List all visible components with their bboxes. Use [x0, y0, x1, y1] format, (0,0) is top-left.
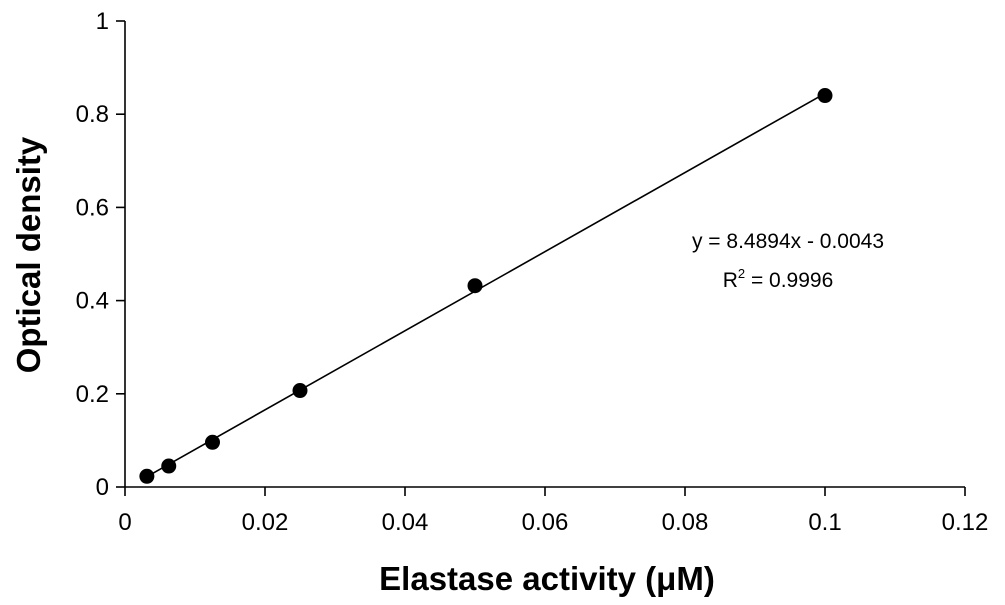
x-tick-label: 0.08: [662, 509, 709, 536]
data-point: [205, 434, 220, 450]
data-points: [139, 88, 833, 484]
data-point: [467, 278, 483, 294]
x-tick-label: 0.1: [808, 509, 841, 536]
x-axis-title: Elastase activity (μM): [379, 560, 715, 597]
x-tick-label: 0.02: [242, 509, 289, 536]
x-ticks: 0 0.02 0.04 0.06 0.08 0.1 0.12: [118, 487, 988, 536]
r-squared-label: R2 = 0.9996: [723, 266, 834, 292]
y-tick-label: 0.6: [76, 194, 109, 221]
data-point: [139, 468, 155, 484]
r-squared-superscript: 2: [738, 266, 745, 281]
x-tick-label: 0.12: [942, 509, 989, 536]
x-tick-label: 0.06: [522, 509, 569, 536]
r-squared-symbol: R: [723, 269, 738, 292]
y-axis-title: Optical density: [10, 136, 47, 373]
y-tick-label: 0.8: [76, 101, 109, 128]
data-point: [817, 88, 833, 104]
y-tick-label: 0.2: [76, 381, 109, 408]
data-point: [292, 383, 308, 399]
data-point: [161, 458, 177, 474]
y-tick-label: 1: [96, 8, 109, 35]
x-tick-label: 0: [118, 509, 131, 536]
y-tick-label: 0.4: [76, 288, 109, 315]
equation-label: y = 8.4894x - 0.0043: [692, 230, 884, 253]
y-ticks: 0 0.2 0.4 0.6 0.8 1: [76, 8, 125, 501]
r-squared-value: = 0.9996: [745, 269, 833, 292]
trendline: [146, 92, 826, 478]
x-tick-label: 0.04: [382, 509, 429, 536]
y-tick-label: 0: [96, 474, 109, 501]
